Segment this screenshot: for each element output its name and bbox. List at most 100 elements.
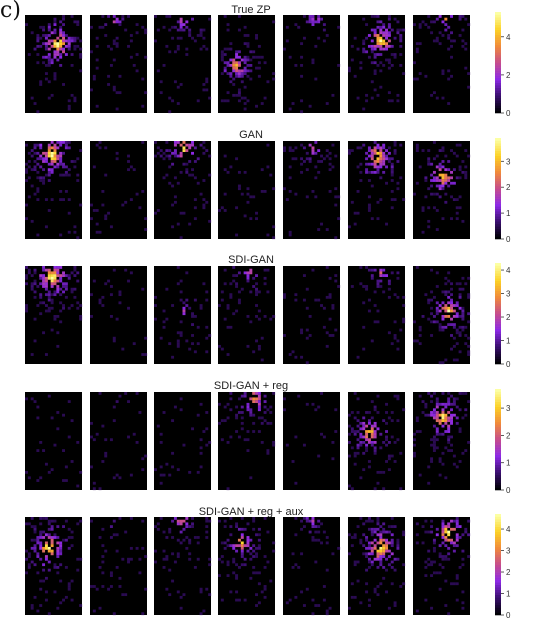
heatmap-cell [39,557,43,561]
heatmap-cell [314,20,318,24]
heatmap-cell [373,165,377,169]
heatmap-cell [314,176,318,180]
heatmap-cell [90,217,93,221]
heatmap-cell [441,519,445,523]
heatmap-cell [441,187,445,191]
heatmap-cell [413,432,416,436]
heatmap-cell [467,85,471,89]
heatmap-cell [30,538,34,542]
heatmap-cell [467,533,471,537]
heatmap-cell [385,460,388,463]
heatmap-cell [441,315,445,318]
heatmap-cell [396,99,400,103]
heatmap-cell [370,157,374,161]
heatmap-panel [283,266,341,365]
heatmap-cell [112,533,116,537]
heatmap-cell [396,397,400,401]
heatmap-cell [458,293,462,297]
heatmap-cell [432,192,436,196]
colorbar-segment [495,105,501,109]
colorbar-tick-label: 0 [506,360,511,369]
heatmap-cell [350,200,354,204]
heatmap-cell [179,236,183,240]
heatmap-cell [305,168,309,172]
colorbar-segment [495,295,501,299]
heatmap-cell [370,184,374,188]
heatmap-cell [232,571,236,575]
heatmap-cell [205,519,209,523]
heatmap-cell [461,606,465,610]
heatmap-cell [252,400,256,403]
heatmap-cell [159,154,163,158]
heatmap-cell [362,347,366,351]
heatmap-cell [176,44,180,48]
heatmap-cell [235,522,239,526]
heatmap-cell [220,347,224,351]
heatmap-cell [334,154,338,158]
heatmap-cell [50,39,54,43]
heatmap-cell [67,42,71,46]
heatmap-cell [359,541,363,545]
heatmap-cell [435,179,439,182]
heatmap-cell [458,17,462,21]
heatmap-cell [53,31,57,35]
heatmap-cell [115,157,119,161]
heatmap-cell [44,590,48,594]
heatmap-cell [112,20,116,24]
heatmap-cell [359,146,363,150]
heatmap-cell [144,217,148,221]
heatmap-cell [447,435,451,439]
heatmap-cell [435,301,439,305]
heatmap-cell [199,34,203,37]
heatmap-cell [441,96,445,100]
heatmap-cell [176,47,180,51]
heatmap-cell [56,571,60,575]
heatmap-cell [243,214,247,218]
heatmap-cell [33,595,37,599]
heatmap-cell [171,465,175,469]
heatmap-cell [79,519,83,523]
heatmap-cell [367,268,371,272]
heatmap-cell [450,443,453,447]
heatmap-cell [376,168,380,172]
heatmap-cell [246,549,250,553]
heatmap-cell [27,176,31,180]
heatmap-cell [314,165,318,169]
heatmap-cell [308,160,312,163]
heatmap-cell [365,546,369,550]
heatmap-cell [159,441,163,444]
heatmap-cell [42,568,46,572]
heatmap-cell [246,408,250,412]
heatmap-cell [331,441,335,444]
heatmap-cell [376,517,380,520]
heatmap-cell [387,91,391,95]
heatmap-cell [56,146,60,150]
colorbar-segment [495,305,501,309]
heatmap-cell [317,604,321,607]
heatmap-cell [165,462,169,466]
heatmap-cell [320,17,323,21]
heatmap-cell [450,323,453,326]
heatmap-cell [104,217,108,221]
heatmap-cell [223,317,227,321]
heatmap-cell [370,527,374,531]
heatmap-cell [430,312,434,316]
heatmap-cell [144,31,148,35]
heatmap-cell [455,576,459,580]
heatmap-cell [438,563,442,567]
heatmap-cell [373,170,377,174]
heatmap-cell [44,225,48,229]
heatmap-cell [249,268,253,272]
heatmap-cell [246,69,250,73]
colorbar-segment [495,609,501,613]
heatmap-cell [255,552,258,556]
heatmap-cell [44,287,48,291]
heatmap-cell [413,61,416,65]
colorbar-segment [495,442,501,445]
heatmap-cell [356,47,360,51]
heatmap-cell [430,173,434,177]
heatmap-cell [376,285,380,288]
heatmap-cell [243,392,247,395]
heatmap-cell [373,590,377,594]
heatmap-cell [191,427,194,431]
